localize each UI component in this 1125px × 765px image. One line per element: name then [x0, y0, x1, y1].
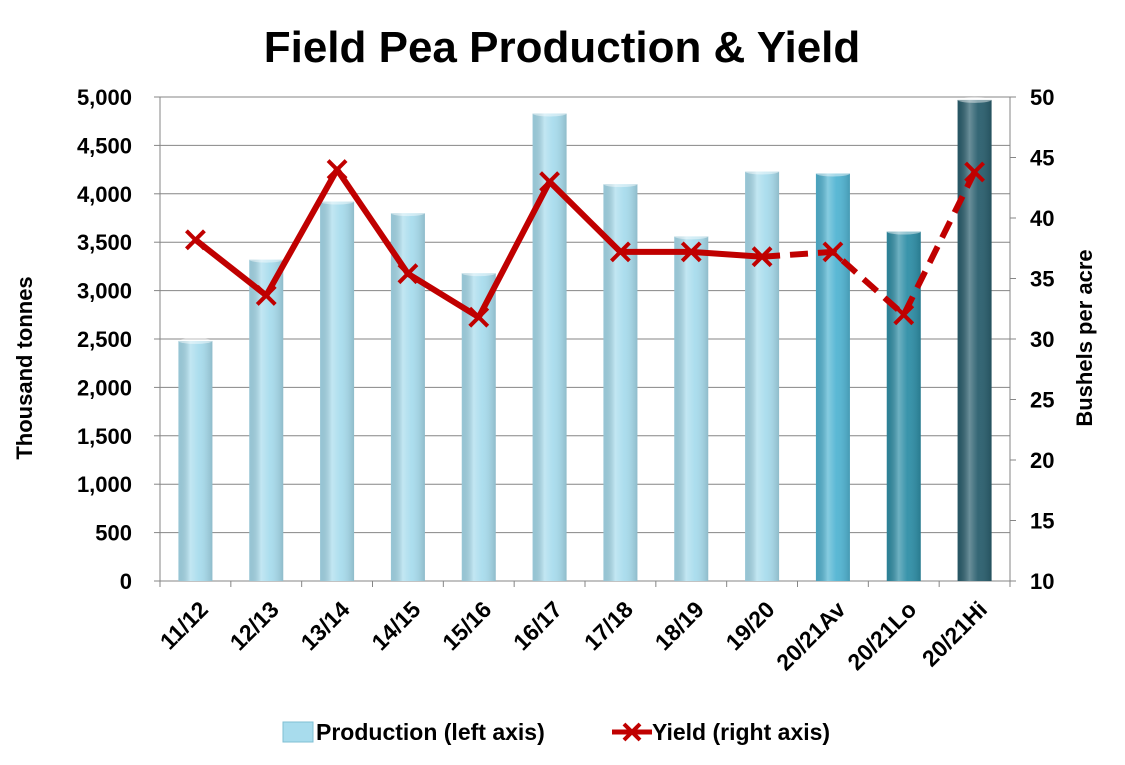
yield-point-19/20: [751, 246, 773, 268]
right-tick-label: 25: [1030, 388, 1054, 413]
bar-top-highlight: [249, 256, 284, 263]
bar-shading: [957, 99, 992, 582]
bar-top-highlight: [957, 96, 992, 103]
left-tick-label: 1,500: [77, 424, 132, 449]
bar-20/21Av: [815, 170, 850, 582]
left-axis-ticks: 0 500 1,000 1,500 2,000 2,500 3,000 3,500 4,000 4…: [77, 85, 160, 594]
line-series: [185, 159, 985, 328]
yield-point-17/18: [610, 241, 631, 263]
legend-production-swatch: [282, 721, 314, 743]
category-label: 15/16: [437, 596, 496, 655]
bar-shading: [249, 259, 284, 581]
left-tick-label: 500: [95, 521, 132, 546]
left-tick-label: 3,500: [77, 230, 132, 255]
bar-top-highlight: [815, 170, 850, 177]
bar-15/16: [461, 270, 496, 581]
bar-top-highlight: [603, 181, 638, 188]
category-labels: 11/12 12/13 13/14 14/15 15/16 16/17 17/18 18/19…: [155, 596, 992, 675]
left-tick-label: 5,000: [77, 85, 132, 110]
right-tick-label: 10: [1030, 569, 1054, 594]
bar-top-highlight: [532, 110, 567, 117]
right-tick-label: 15: [1030, 509, 1054, 534]
left-tick-label: 0: [120, 569, 132, 594]
bar-top-highlight: [390, 210, 425, 217]
right-axis-title: Bushels per acre: [1072, 249, 1097, 426]
yield-point-20/21Hi: [964, 161, 985, 183]
gridlines: [159, 96, 1011, 587]
chart-title: Field Pea Production & Yield: [264, 23, 861, 72]
yield-point-13/14: [326, 159, 348, 181]
bar-13/14: [320, 198, 355, 581]
category-label: 11/12: [155, 596, 213, 654]
right-tick-label: 50: [1030, 85, 1054, 110]
bar-top-highlight: [461, 270, 496, 277]
bar-18/19: [674, 233, 709, 581]
legend-yield-marker: [622, 722, 642, 742]
left-tick-label: 4,500: [77, 133, 132, 158]
left-axis-title: Thousand tonnes: [12, 276, 37, 459]
category-label: 18/19: [650, 596, 709, 655]
bar-top-highlight: [745, 168, 780, 175]
bar-20/21Hi: [957, 96, 992, 582]
left-tick-label: 4,000: [77, 182, 132, 207]
right-tick-label: 30: [1030, 327, 1054, 352]
bar-top-highlight: [178, 337, 213, 344]
left-tick-label: 2,500: [77, 327, 132, 352]
category-label: 20/21Hi: [917, 596, 992, 671]
yield-point-16/17: [539, 171, 560, 193]
category-label: 13/14: [296, 596, 355, 655]
bar-top-highlight: [886, 228, 921, 235]
left-tick-label: 2,000: [77, 375, 132, 400]
yield-point-12/13: [255, 285, 277, 306]
yield-point-20/21Lo: [893, 304, 915, 326]
right-tick-label: 45: [1030, 146, 1054, 171]
category-label: 14/15: [366, 596, 425, 655]
bar-12/13: [249, 256, 284, 581]
right-tick-label: 40: [1030, 206, 1054, 231]
yield-point-20/21Av: [822, 241, 844, 263]
bar-shading: [815, 173, 850, 582]
legend-yield-label: Yield (right axis): [652, 719, 830, 745]
category-label: 12/13: [225, 596, 284, 655]
bar-series: [178, 96, 992, 582]
right-tick-label: 20: [1030, 448, 1054, 473]
bar-11/12: [178, 337, 213, 581]
bar-shading: [461, 273, 496, 581]
bar-shading: [674, 236, 709, 581]
right-tick-label: 35: [1030, 267, 1054, 292]
bar-shading: [886, 231, 921, 581]
bar-shading: [178, 340, 213, 581]
left-tick-label: 1,000: [77, 472, 132, 497]
yield-point-14/15: [397, 263, 419, 285]
legend: Production (left axis) Yield (right axis…: [282, 719, 830, 745]
yield-point-15/16: [468, 306, 490, 328]
bar-shading: [320, 201, 355, 581]
bar-top-highlight: [320, 198, 355, 205]
yield-line-forecast: [761, 170, 978, 318]
bar-shading: [745, 171, 780, 581]
category-label: 16/17: [508, 596, 567, 655]
category-label: 20/21Lo: [842, 596, 921, 675]
category-label: 20/21Av: [771, 596, 850, 675]
yield-point-11/12: [185, 229, 206, 251]
right-axis-ticks: 10 15 20 25 30 35 40 45 50: [1010, 85, 1054, 594]
category-label: 17/18: [579, 596, 638, 655]
bar-14/15: [390, 210, 425, 581]
legend-production-label: Production (left axis): [316, 719, 545, 745]
bar-19/20: [745, 168, 780, 581]
yield-point-18/19: [680, 241, 702, 263]
category-label: 19/20: [721, 596, 780, 655]
left-tick-label: 3,000: [77, 279, 132, 304]
bar-top-highlight: [674, 233, 709, 240]
bar-20/21Lo: [886, 228, 921, 581]
